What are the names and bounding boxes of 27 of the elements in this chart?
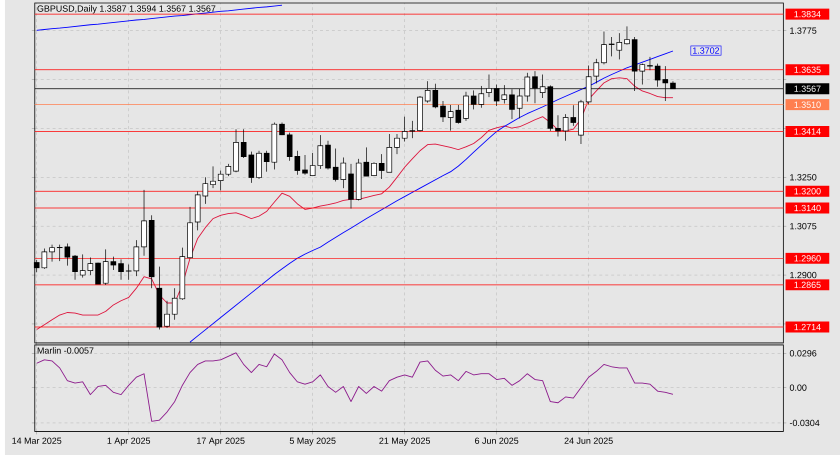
ref-line-label: 1.2865 bbox=[794, 282, 821, 288]
y-tick-label: -0.0304 bbox=[790, 420, 820, 426]
ref-line-label: 1.3414 bbox=[794, 128, 821, 134]
y-tick-label: 1.2900 bbox=[790, 272, 816, 278]
x-tick-label: 5 May 2025 bbox=[290, 437, 336, 446]
ref-line-label: 1.3834 bbox=[794, 10, 821, 18]
x-tick-label: 24 Jun 2025 bbox=[564, 437, 613, 444]
x-tick-label: 6 Jun 2025 bbox=[475, 437, 518, 444]
x-tick-label: 21 May 2025 bbox=[379, 437, 430, 446]
y-tick-label: 1.3775 bbox=[790, 27, 816, 34]
text: 1.3702 bbox=[693, 47, 720, 54]
ref-line-label: 1.3140 bbox=[794, 204, 821, 212]
y-tick-label: 0.0296 bbox=[790, 350, 816, 356]
chart-title: GBPUSD,Daily 1.3587 1.3594 1.3567 1.3567 bbox=[37, 5, 216, 14]
x-tick-label: 14 Mar 2025 bbox=[12, 437, 62, 444]
y-tick-label: 1.3250 bbox=[790, 174, 816, 180]
x-tick-label: 17 Apr 2025 bbox=[197, 437, 245, 446]
ref-line-label: 1.3635 bbox=[794, 66, 821, 73]
ref-line-label: 1.3200 bbox=[794, 188, 821, 194]
ref-line-label: 1.3567 bbox=[794, 85, 821, 92]
chart-title: Marlin -0.0057 bbox=[38, 346, 94, 354]
y-tick-label: 0.00 bbox=[790, 384, 807, 391]
ref-line-label: 1.3510 bbox=[794, 101, 821, 108]
x-tick-label: 1 Apr 2025 bbox=[108, 437, 150, 446]
ref-line-label: 1.2960 bbox=[794, 255, 821, 262]
y-tick-label: 1.3075 bbox=[790, 222, 816, 230]
ref-line-label: 1.2714 bbox=[794, 324, 821, 330]
